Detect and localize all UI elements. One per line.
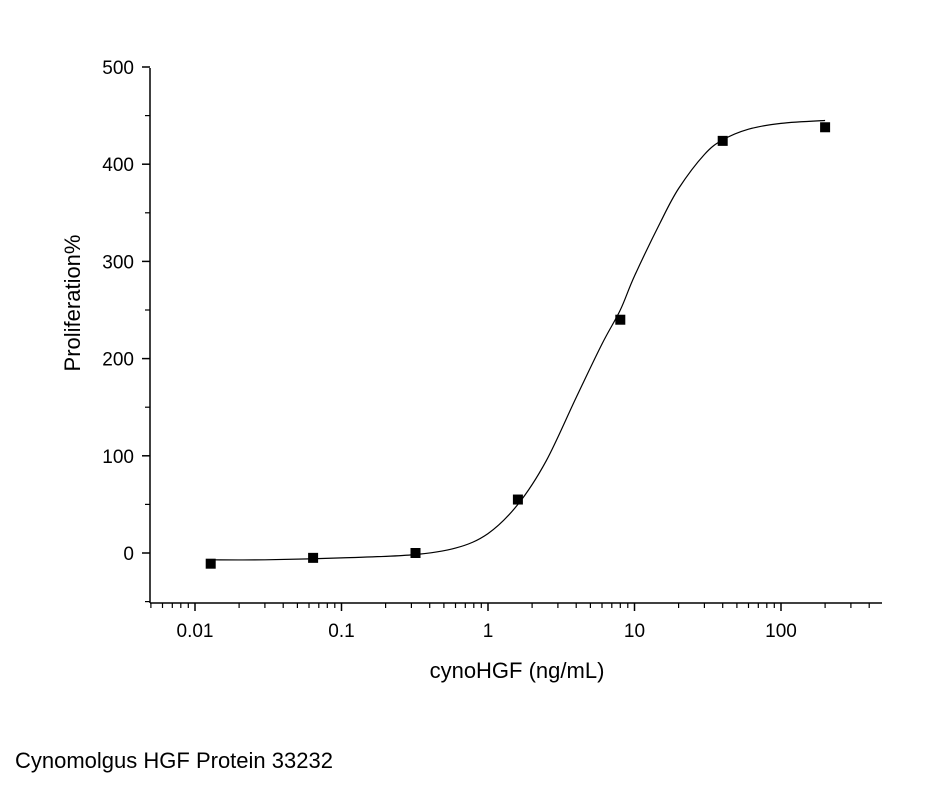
data-point xyxy=(410,548,421,558)
data-point xyxy=(205,558,216,569)
y-tick-label: 400 xyxy=(102,155,134,176)
axis-ticks xyxy=(142,66,870,611)
data-points xyxy=(205,122,831,569)
x-tick-label: 1 xyxy=(483,621,494,642)
data-point xyxy=(820,122,831,133)
y-tick-label: 300 xyxy=(102,252,134,273)
data-point xyxy=(615,314,626,325)
x-tick-label: 0.01 xyxy=(177,621,214,642)
axes xyxy=(149,68,882,604)
x-tick-label: 100 xyxy=(765,621,797,642)
fit-curve xyxy=(210,119,826,561)
tick-labels: 0 100 200 300 400 500 0.01 0.1 1 10 100 xyxy=(102,58,797,642)
y-axis-label: Proliferation% xyxy=(60,235,85,372)
y-tick-label: 500 xyxy=(102,58,134,79)
data-point xyxy=(717,135,728,146)
x-tick-label: 10 xyxy=(624,621,645,642)
data-point xyxy=(308,552,319,563)
data-point xyxy=(512,494,523,505)
y-tick-label: 0 xyxy=(123,544,134,565)
x-tick-label: 0.1 xyxy=(328,621,354,642)
x-axis-label: cynoHGF (ng/mL) xyxy=(430,658,605,683)
figure-caption: Cynomolgus HGF Protein 33232 xyxy=(15,748,333,773)
y-tick-label: 100 xyxy=(102,447,134,468)
y-tick-label: 200 xyxy=(102,350,134,371)
